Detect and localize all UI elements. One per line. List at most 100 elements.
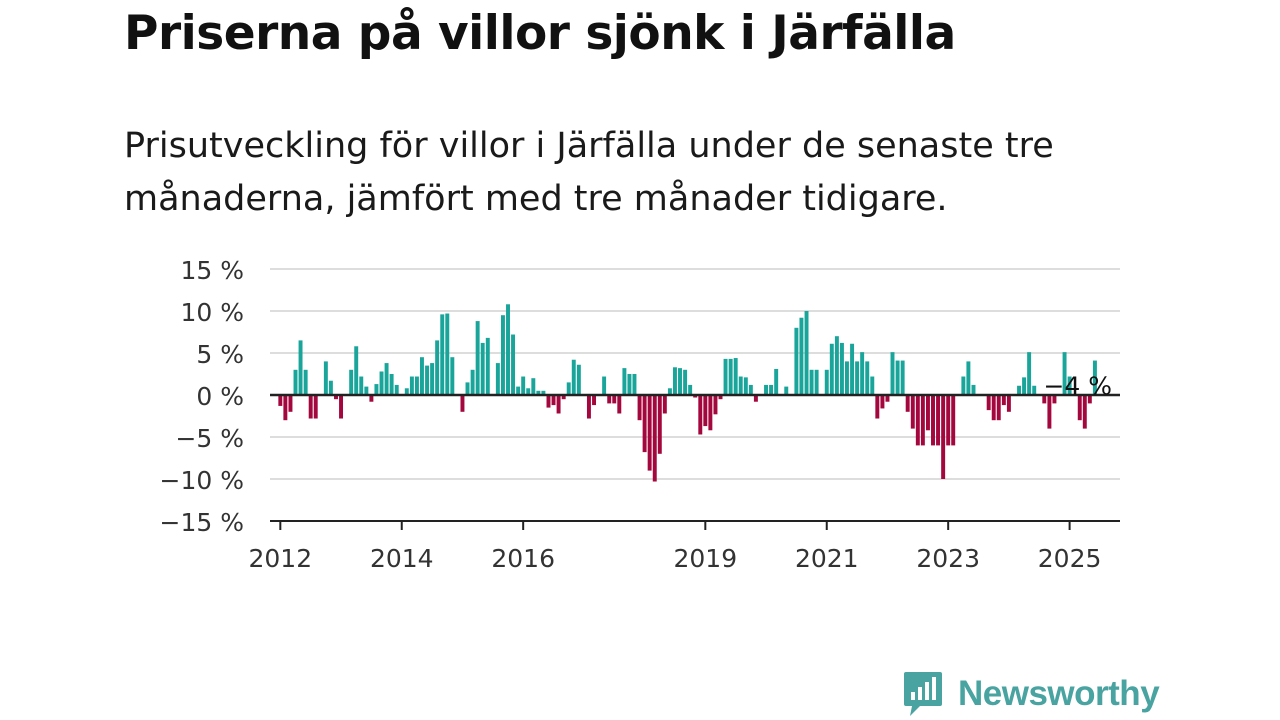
bar: [920, 395, 925, 446]
bar: [617, 395, 622, 414]
y-tick-label: −5 %: [175, 424, 244, 453]
bar: [612, 395, 617, 404]
bar: [586, 395, 591, 419]
bar: [839, 342, 844, 395]
bar: [536, 390, 541, 395]
bar: [1001, 395, 1006, 406]
bar: [339, 395, 344, 419]
bar: [748, 384, 753, 395]
bar: [283, 395, 288, 421]
bar: [910, 395, 915, 429]
x-tick-label: 2019: [674, 544, 738, 573]
bar: [430, 363, 435, 395]
bar: [703, 395, 708, 427]
bar: [784, 386, 789, 395]
x-tick-label: 2025: [1038, 544, 1102, 573]
bar: [733, 358, 738, 395]
bar: [1052, 395, 1057, 404]
bar: [566, 382, 571, 395]
bar: [678, 368, 682, 395]
chart-title: Priserna på villor sjönk i Järfälla: [124, 6, 956, 61]
bar: [576, 364, 581, 395]
y-tick-label: 5 %: [196, 340, 244, 369]
bar: [511, 334, 516, 395]
bar: [667, 388, 672, 395]
bar: [915, 395, 920, 446]
bar: [308, 395, 313, 419]
y-tick-label: −10 %: [160, 466, 244, 495]
bar: [389, 374, 394, 395]
bar: [688, 384, 693, 395]
bar: [303, 369, 308, 395]
x-tick-label: 2012: [249, 544, 313, 573]
bar: [764, 384, 769, 395]
bar: [698, 395, 703, 435]
bar: [500, 315, 505, 395]
bar: [1042, 395, 1047, 404]
bar: [465, 382, 470, 395]
axes: [270, 393, 1120, 530]
bar: [354, 346, 359, 395]
bar: [404, 388, 409, 395]
bar: [931, 395, 935, 446]
bar: [541, 390, 546, 395]
bar: [723, 358, 728, 395]
bar: [799, 317, 804, 395]
bar: [607, 395, 612, 404]
bar: [384, 363, 389, 395]
bar: [718, 395, 723, 400]
bar: [936, 395, 941, 446]
bar: [966, 361, 971, 395]
bar: [485, 337, 490, 395]
bar: [374, 384, 379, 395]
bar: [925, 395, 930, 431]
bar: [804, 311, 809, 395]
bar: [475, 321, 480, 395]
bar: [556, 395, 561, 414]
bar: [632, 374, 637, 395]
bar: [713, 395, 718, 415]
bar: [809, 369, 814, 395]
bar: [1087, 395, 1092, 404]
tick-labels: 15 % 10 % 5 % 0 % −5 % −10 % −15 %2012 2014 2016…: [160, 256, 1112, 573]
bar: [743, 377, 748, 395]
bar: [814, 369, 819, 395]
bar: [890, 352, 895, 395]
bar: [602, 376, 607, 395]
bar: [672, 367, 677, 395]
bar: [1077, 395, 1082, 421]
bar: [328, 380, 333, 395]
bar: [875, 395, 880, 419]
bar: [865, 361, 870, 395]
newsworthy-logo: Newsworthy: [902, 670, 1160, 718]
bar: [794, 327, 799, 395]
bar: [293, 369, 298, 395]
bar: [860, 352, 865, 395]
bar: [369, 395, 374, 402]
bar: [829, 343, 834, 395]
bar: [414, 376, 419, 395]
bar: [409, 376, 414, 395]
bar: [571, 359, 576, 395]
bar: [941, 395, 946, 479]
bar: [364, 386, 369, 395]
bar: [460, 395, 465, 412]
bar: [288, 395, 293, 412]
bar: [895, 360, 900, 395]
bar: [334, 395, 338, 400]
bar: [1082, 395, 1087, 429]
bar: [946, 395, 951, 446]
bar: [769, 384, 774, 395]
bar: [683, 369, 688, 395]
bar: [440, 314, 445, 395]
bar: [546, 395, 551, 408]
bar: [844, 361, 849, 395]
bar: [951, 395, 956, 446]
bar: [834, 336, 839, 395]
bar: [480, 342, 485, 395]
bar: [379, 371, 384, 395]
bar: [753, 395, 758, 402]
bar: [627, 374, 632, 395]
bar: [526, 388, 531, 395]
